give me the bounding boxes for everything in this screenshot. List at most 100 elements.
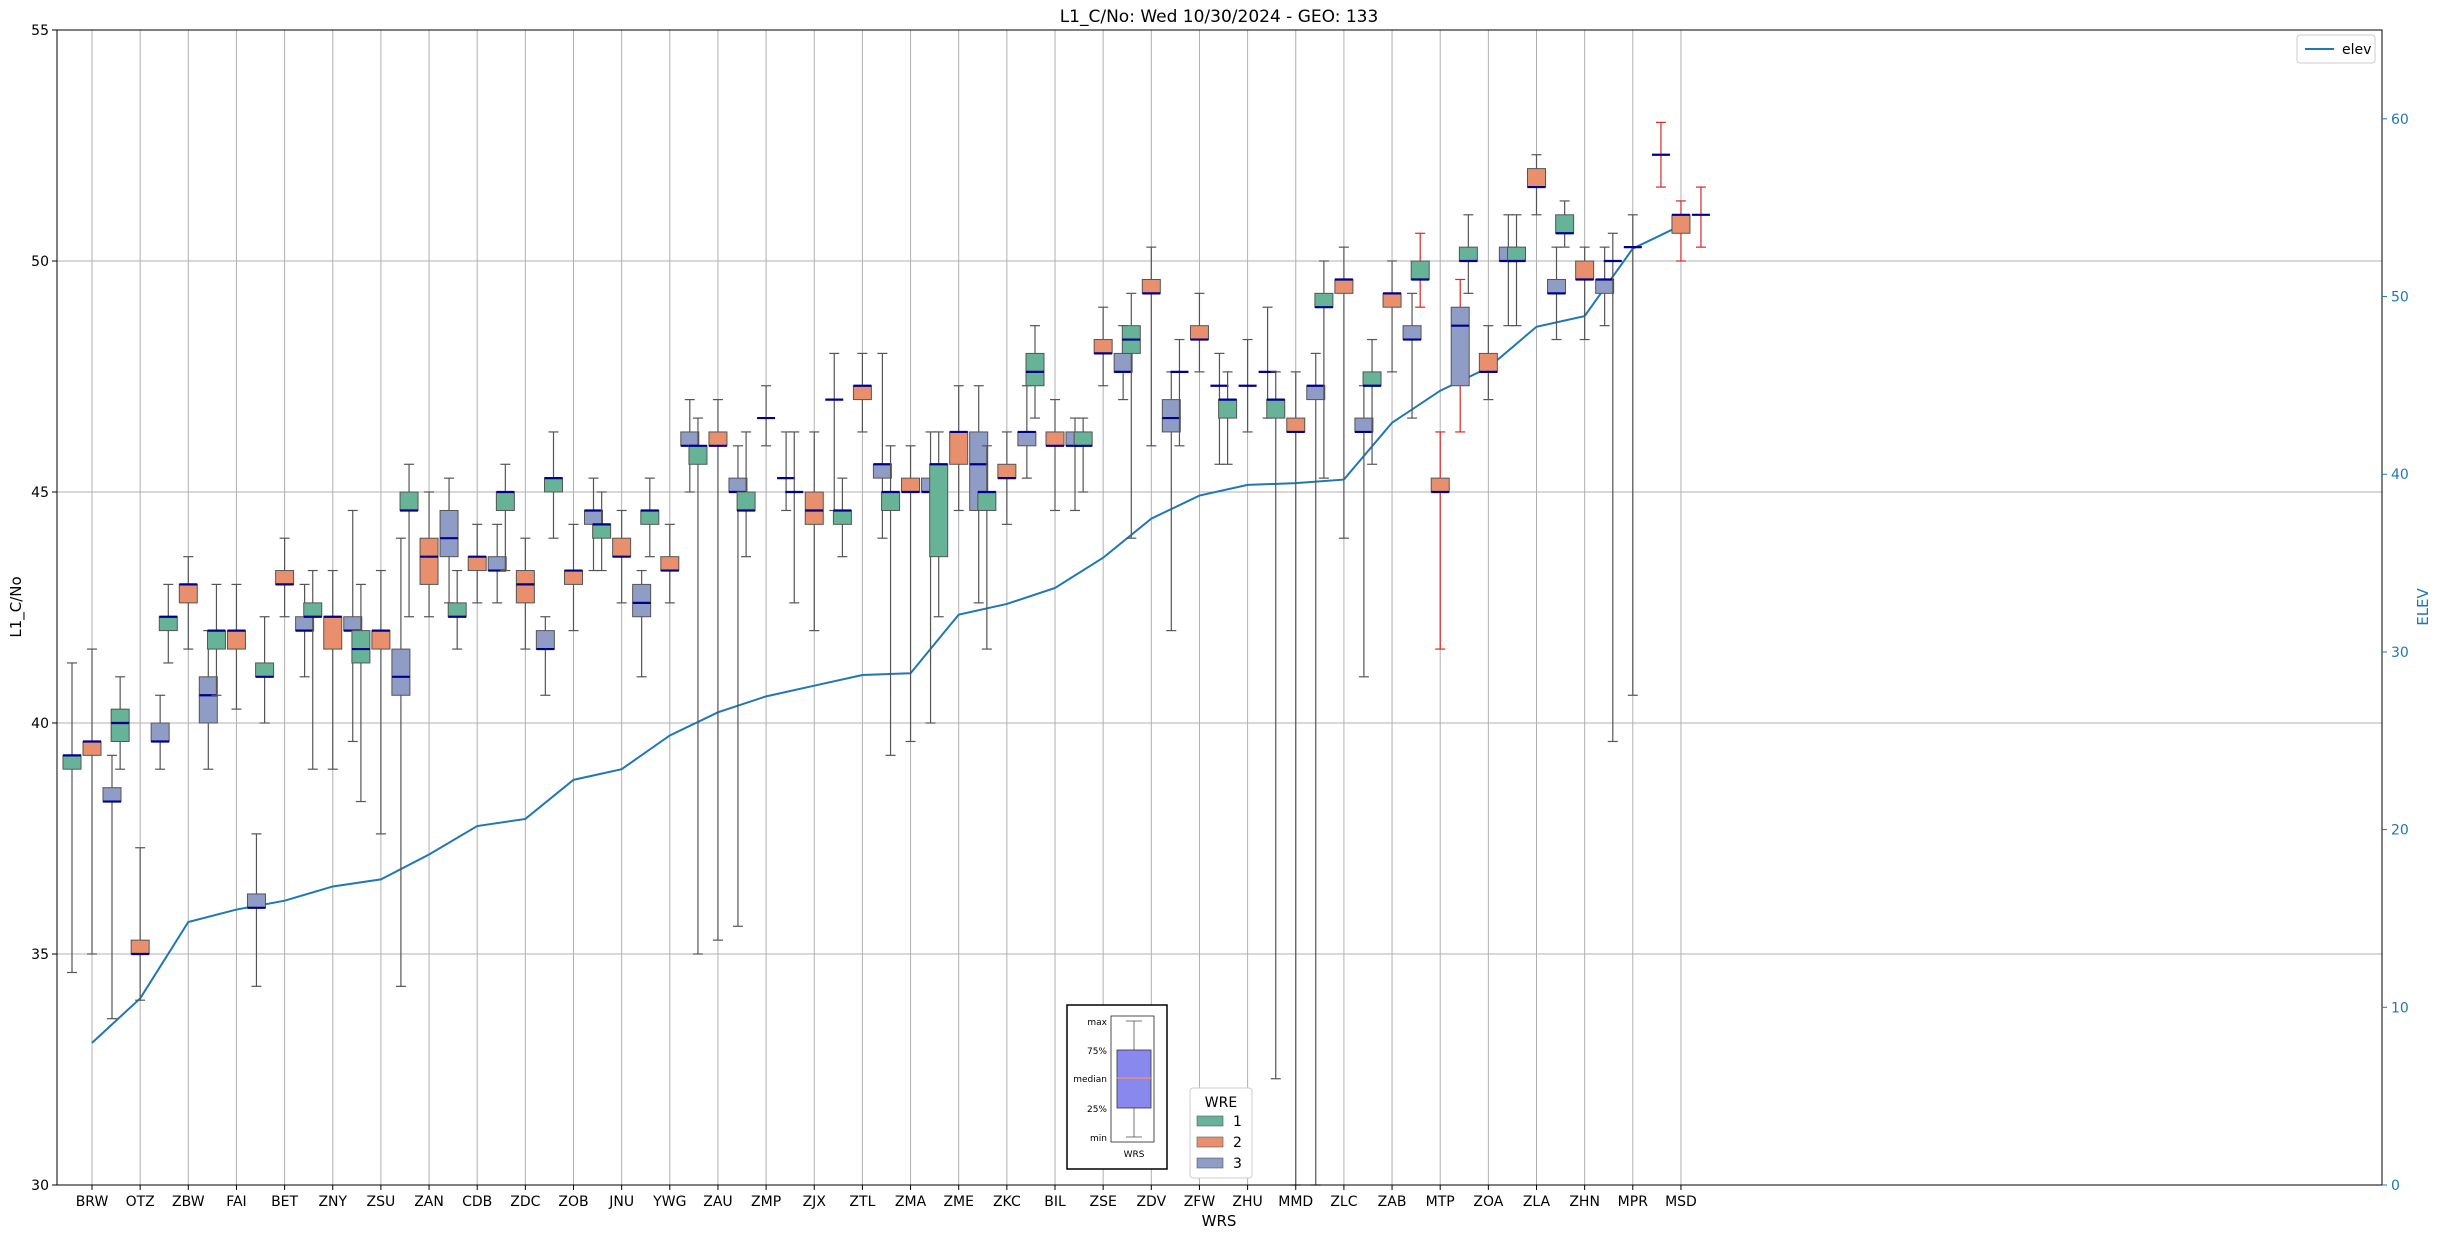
box-wre-2 <box>564 570 583 585</box>
wre-legend-box <box>1189 1087 1253 1179</box>
box-wre-1 <box>592 523 612 539</box>
x-tick-label: OTZ <box>126 1194 155 1210</box>
x-tick-label: ZDV <box>1136 1194 1166 1210</box>
box-wre-2 <box>1045 431 1065 447</box>
box-wre-1 <box>158 616 178 632</box>
x-tick-label: ZOB <box>558 1194 588 1210</box>
box-wre-1 <box>255 662 275 678</box>
box-key-label-q3: 75% <box>1087 1047 1107 1057</box>
box-key-caption: WRS <box>1124 1150 1145 1160</box>
x-tick-label: ZJX <box>803 1194 827 1210</box>
box-wre-3 <box>198 676 218 724</box>
box-wre-3 <box>1354 417 1374 433</box>
box-wre-1 <box>351 630 371 664</box>
box-wre-3 <box>632 583 652 618</box>
box-wre-2 <box>612 537 632 558</box>
x-tick-label: BET <box>271 1194 298 1210</box>
wre-legend-swatch-1 <box>1196 1115 1224 1127</box>
box-wre-1 <box>640 509 660 525</box>
y2-tick-label: 10 <box>2391 1000 2409 1016</box>
box-wre-3 <box>535 630 555 650</box>
y-tick-label: 55 <box>31 23 49 39</box>
box-wre-3 <box>872 463 892 479</box>
box-wre-2 <box>949 431 969 465</box>
box-wre-2 <box>323 616 343 650</box>
wre-legend-title: WRE <box>1205 1095 1237 1111</box>
box-wre-3 <box>1113 352 1133 373</box>
box-wre-1 <box>1555 214 1575 234</box>
box-wre-3 <box>680 431 700 447</box>
box-wre-1 <box>110 708 130 742</box>
x-tick-label: ZHN <box>1569 1194 1600 1210</box>
x-tick-label: MTP <box>1426 1194 1455 1210</box>
box-wre-1 <box>399 491 419 511</box>
box-wre-2 <box>1478 352 1498 373</box>
x-tick-label: ZNY <box>318 1194 347 1210</box>
box-wre-1 <box>1507 246 1526 262</box>
x-tick-label: ZSE <box>1089 1194 1116 1210</box>
box-wre-2 <box>1286 417 1306 433</box>
box-wre-2 <box>1141 278 1161 294</box>
box-wre-2 <box>371 630 391 650</box>
wre-legend-label-3: 3 <box>1233 1156 1242 1172</box>
box-wre-1 <box>62 754 82 770</box>
box-wre-1 <box>881 491 901 511</box>
wre-legend: WRE 1 2 3 <box>1189 1087 1253 1179</box>
box-wre-3 <box>439 509 459 558</box>
plot-frame <box>56 29 2383 1186</box>
y-tick-label: 35 <box>31 947 49 963</box>
box-key-box <box>1116 1049 1152 1109</box>
elevation-legend-label: elev <box>2342 42 2371 58</box>
elevation-line <box>91 224 1682 1044</box>
box-key-inner-frame <box>1110 1015 1155 1143</box>
box-wre-1 <box>929 463 949 558</box>
box-key-label-max: max <box>1087 1018 1107 1028</box>
x-tick-label: FAI <box>226 1194 246 1210</box>
y2-tick-label: 50 <box>2391 290 2409 306</box>
box-wre-2 <box>852 385 872 401</box>
box-wre-1 <box>1314 292 1334 308</box>
box-wre-3 <box>1595 278 1615 294</box>
chart-title: L1_C/No: Wed 10/30/2024 - GEO: 133 <box>1060 7 1379 27</box>
box-wre-2 <box>226 630 246 650</box>
box-wre-2 <box>804 491 824 525</box>
x-tick-label: MSD <box>1665 1194 1697 1210</box>
x-tick-label: CDB <box>462 1194 492 1210</box>
box-wre-1 <box>544 477 563 493</box>
x-tick-label: ZSU <box>367 1194 396 1210</box>
box-wre-2 <box>1671 214 1691 234</box>
box-wre-1 <box>447 602 467 618</box>
box-wre-3 <box>102 787 122 803</box>
box-wre-2 <box>82 740 102 756</box>
x-tick-label: ZAU <box>703 1194 732 1210</box>
box-wre-1 <box>1025 352 1045 387</box>
box-wre-3 <box>343 616 363 632</box>
box-wre-2 <box>708 431 728 447</box>
y-tick-label: 30 <box>31 1178 49 1194</box>
box-wre-1 <box>1362 371 1382 387</box>
box-wre-3 <box>150 722 170 742</box>
box-wre-3 <box>487 556 507 572</box>
box-wre-3 <box>295 616 315 632</box>
box-wre-2 <box>1575 260 1595 280</box>
x-tick-label: JNU <box>608 1194 634 1210</box>
wre-legend-swatch-3 <box>1196 1157 1224 1169</box>
box-wre-1 <box>495 491 515 511</box>
y2-axis-label: ELEV <box>2414 587 2432 625</box>
x-tick-label: ZLC <box>1330 1194 1357 1210</box>
box-key-label-q1: 25% <box>1087 1105 1107 1115</box>
box-wre-3 <box>1161 399 1181 433</box>
box-key-label-median: median <box>1073 1075 1107 1085</box>
y-tick-label: 45 <box>31 485 49 501</box>
y-tick-layer: 30 35 40 45 50 55 <box>31 23 57 1194</box>
x-tick-label: ZMP <box>751 1194 781 1210</box>
box-wre-1 <box>977 491 997 511</box>
box-wre-1 <box>1410 260 1430 280</box>
box-layer <box>62 121 1710 1186</box>
x-tick-label: ZKC <box>993 1194 1021 1210</box>
box-wre-1 <box>688 445 708 465</box>
elevation-legend-box <box>2296 34 2376 64</box>
box-wre-2 <box>275 570 295 585</box>
box-wre-3 <box>584 509 603 525</box>
box-wre-2 <box>1093 339 1113 354</box>
